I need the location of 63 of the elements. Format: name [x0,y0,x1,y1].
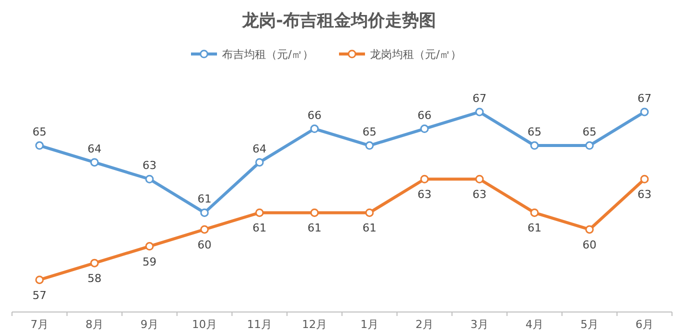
data-label: 66 [418,108,432,122]
legend-label: 龙岗均租（元/㎡） [370,48,462,61]
data-label: 64 [88,142,102,156]
x-tick-label: 9月 [140,318,158,331]
point [145,242,154,251]
point [200,225,209,234]
point [90,258,99,268]
data-label: 65 [582,126,596,139]
x-tick-label: 11月 [247,318,272,331]
x-tick-label: 1月 [360,318,378,331]
point [530,208,539,217]
data-label: 65 [32,126,46,139]
data-label: 61 [528,222,542,235]
data-label: 61 [252,222,266,235]
data-label: 59 [142,255,156,268]
x-tick-label: 6月 [636,318,654,331]
point [475,108,484,116]
point [475,174,484,184]
data-label: 63 [142,159,156,172]
data-label: 61 [308,222,322,235]
data-label: 65 [528,126,542,139]
point [35,141,44,150]
data-label: 67 [638,92,652,105]
data-label: 66 [308,108,322,122]
legend-label: 布吉均租（元/㎡） [222,48,314,61]
data-label: 65 [362,126,376,139]
point [365,141,374,150]
data-label: 63 [638,188,652,202]
data-label: 63 [418,188,432,202]
point [640,174,649,184]
data-label: 57 [32,288,46,302]
point [585,141,594,150]
data-label: 58 [88,272,102,286]
data-label: 60 [198,238,212,252]
point [200,208,209,217]
x-tick-label: 12月 [302,318,327,331]
data-label: 63 [472,188,486,202]
point [310,124,319,134]
data-label: 61 [362,222,376,235]
data-label: 60 [582,238,596,252]
x-tick-label: 2月 [416,318,434,331]
x-tick-label: 10月 [192,318,217,331]
x-tick-label: 3月 [470,318,488,331]
point [640,108,649,116]
point [255,158,264,167]
data-label: 61 [198,192,212,206]
point [35,276,44,284]
x-tick-label: 8月 [86,318,104,331]
point [585,225,594,234]
x-tick-label: 7月 [30,318,48,331]
point [255,208,264,217]
point [365,208,374,217]
point [90,158,99,167]
point [530,141,539,150]
chart-title: 龙岗-布吉租金均价走势图 [240,11,436,31]
data-label: 64 [252,142,266,156]
point [145,174,154,184]
x-tick-label: 5月 [580,318,598,331]
x-tick-label: 4月 [526,318,544,331]
point [310,208,319,217]
point [420,124,429,134]
data-label: 67 [472,92,486,105]
point [420,174,429,184]
